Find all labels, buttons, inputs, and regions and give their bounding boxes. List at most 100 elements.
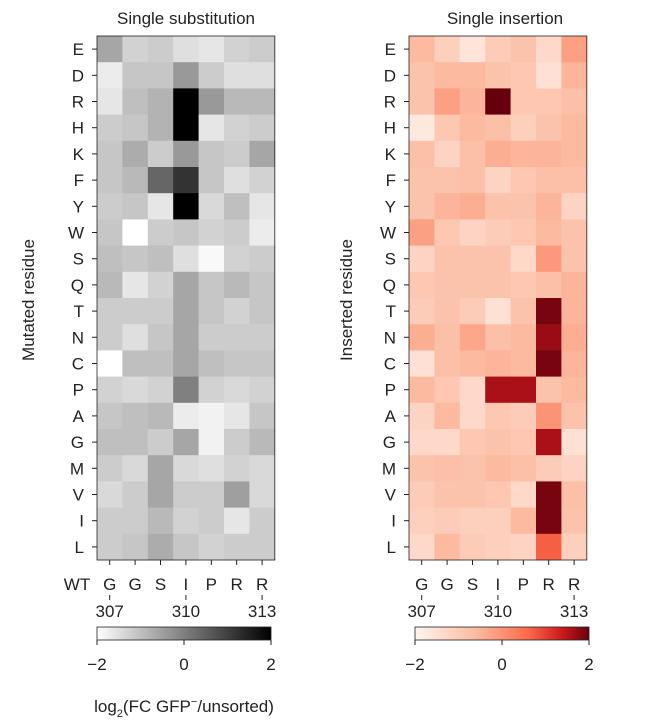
row-label: H [384,119,396,138]
heatmap-cell [409,298,435,325]
heatmap-cell [249,88,276,115]
row-label: G [71,433,84,452]
heatmap-cell [485,429,511,456]
heatmap-cell [249,36,276,63]
heatmap-cell [459,167,486,194]
heatmap-cell [485,167,511,194]
heatmap-cell [409,167,435,194]
heatmap-cell [485,507,511,535]
row-label: F [74,171,84,190]
column-label: I [184,575,189,594]
heatmap-cell [510,88,537,115]
row-label: W [380,224,396,243]
heatmap-cell [224,88,250,115]
heatmap-cell [536,271,562,299]
heatmap-cell [224,298,250,325]
heatmap-cell [198,429,225,456]
heatmap-cell [485,36,511,63]
heatmap-cell [122,324,149,351]
heatmap-cell [561,88,588,115]
heatmap-cell [198,324,225,351]
heatmap-cell [510,324,537,351]
heatmap-cell [536,88,562,115]
heatmap-cell [198,376,225,404]
row-label: M [70,459,84,478]
heatmap-cell [224,429,250,456]
heatmap-cell [97,324,123,351]
heatmap-cell [459,507,486,535]
reds-colorbar [414,626,590,641]
heatmap-cell [97,219,123,246]
heatmap-cell [224,350,250,377]
heatmap-cell [97,193,123,220]
heatmap-cell [147,429,174,456]
heatmap-cell [249,324,276,351]
heatmap-cell [409,507,435,535]
heatmap-cell [485,193,511,220]
heatmap-cell [561,402,588,430]
heatmap-cell [434,455,461,482]
heatmap-cell [434,533,461,561]
heatmap-cell [224,324,250,351]
heatmap-cell [97,376,123,404]
row-label: K [385,145,397,164]
heatmap-cell [224,481,250,508]
heatmap-cell [561,36,588,63]
heatmap-cell [173,402,199,430]
heatmap-cell [198,140,225,168]
position-label: 313 [560,602,588,621]
heatmap-cell [249,114,276,142]
heatmap-cell [249,271,276,299]
heatmap-cell [198,481,225,508]
heatmap-cell [459,429,486,456]
heatmap-cell [434,402,461,430]
heatmap-cell [224,114,250,142]
heatmap-cell [97,402,123,430]
heatmap-cell [409,193,435,220]
row-label: Y [73,197,84,216]
heatmap-cell [434,507,461,535]
heatmap-cell [409,62,435,89]
column-label: G [103,575,116,594]
heatmap-cell [147,298,174,325]
heatmap-cell [147,507,174,535]
heatmap-cell [198,219,225,246]
heatmap-cell [198,193,225,220]
heatmap-cell [459,533,486,561]
column-label: R [543,575,555,594]
greys-colorbar [96,626,272,641]
heatmap-cell [485,298,511,325]
heatmap-cell [561,62,588,89]
heatmap-cell [97,88,123,115]
heatmap-cell [198,167,225,194]
heatmap-cell [224,62,250,89]
heatmap-cell [97,271,123,299]
heatmap-cell [485,114,511,142]
heatmap-cell [147,271,174,299]
heatmap-cell [122,62,149,89]
heatmap-cell [224,402,250,430]
row-label: C [72,355,84,374]
heatmap-cell [459,350,486,377]
heatmap-cell [485,350,511,377]
row-label: Q [383,276,396,295]
heatmap-cell [147,36,174,63]
column-label: G [440,575,453,594]
heatmap-cell [249,245,276,273]
heatmap-cell [434,298,461,325]
heatmap-cell [409,245,435,273]
heatmap-cell [434,245,461,273]
heatmap-cell [173,245,199,273]
row-label: E [385,40,396,59]
heatmap-cell [147,481,174,508]
row-label: I [79,512,84,531]
heatmap-cell [198,402,225,430]
heatmap-cell [510,219,537,246]
heatmap-cell [561,298,588,325]
column-label: G [128,575,141,594]
heatmap-cell [122,455,149,482]
row-label: V [73,486,85,505]
row-label: S [385,250,396,269]
